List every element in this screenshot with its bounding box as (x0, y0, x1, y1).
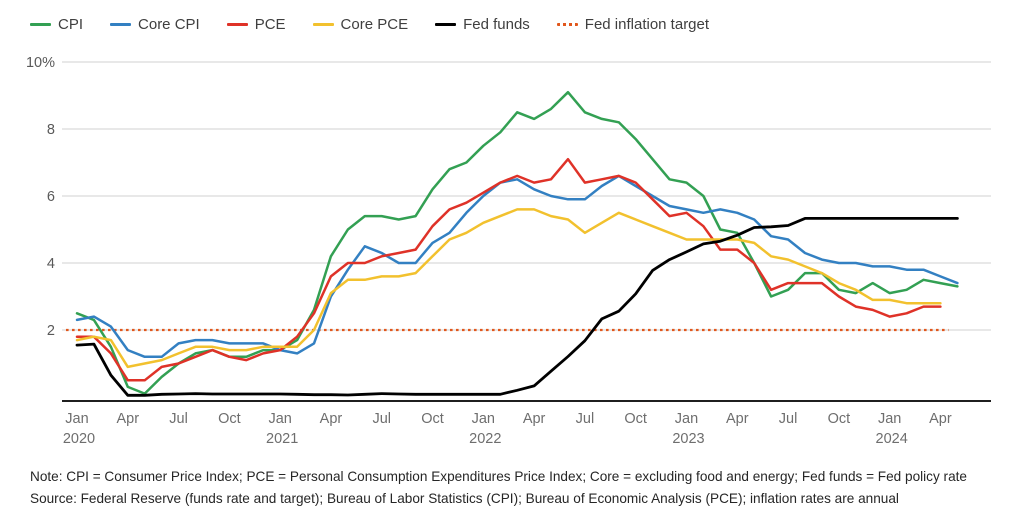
legend-label-core-pce: Core PCE (340, 16, 409, 33)
legend-item-core-cpi: Core CPI (110, 16, 200, 33)
series-line-core-pce (75, 208, 942, 369)
x-axis-tick-label: Oct (218, 411, 241, 427)
x-axis-year-label: 2022 (469, 431, 501, 447)
fed-funds-line-swatch-icon (435, 23, 457, 26)
y-axis-tick-label: 8 (47, 122, 55, 138)
plot-area: 2 4 6 8 10% Jan 2020 Apr Jul Oct Jan 2021 Apr Jul Oct J… (26, 55, 991, 447)
x-axis-tick-label: Oct (624, 411, 647, 427)
series-line-pce (75, 157, 942, 382)
legend-label-fed-funds: Fed funds (463, 16, 530, 33)
x-axis-tick-label: Apr (929, 411, 952, 427)
legend-label-cpi: CPI (58, 16, 84, 33)
x-axis-tick-label: Jul (779, 411, 798, 427)
x-axis-year-label: 2021 (266, 431, 298, 447)
x-axis-tick-label: Jul (169, 411, 188, 427)
note-line: Note: CPI = Consumer Price Index; PCE = … (30, 469, 967, 484)
series-line-fed-funds (75, 216, 959, 397)
legend-item-fed-inflation-target: Fed inflation target (556, 16, 710, 33)
chart-footnotes: Note: CPI = Consumer Price Index; PCE = … (30, 466, 967, 510)
x-axis-year-label: 2023 (672, 431, 704, 447)
x-axis-tick-label: Oct (421, 411, 444, 427)
chart-legend: CPI Core CPI PCE Core PCE Fed funds Fed … (30, 16, 709, 33)
x-axis-tick-label: Jan (268, 411, 291, 427)
series-line-cpi (75, 90, 959, 395)
cpi-line-swatch-icon (30, 23, 51, 26)
x-axis-tick-label: Jan (472, 411, 495, 427)
x-axis-tick-label: Apr (117, 411, 140, 427)
y-axis-tick-label: 4 (47, 256, 55, 272)
legend-label-pce: PCE (254, 16, 286, 33)
x-axis-tick-label: Jul (576, 411, 595, 427)
pce-line-swatch-icon (226, 23, 248, 26)
x-axis-tick-label: Jan (65, 411, 88, 427)
x-axis-tick-label: Jan (878, 411, 901, 427)
fed-inflation-target-dotted-swatch-icon (556, 23, 578, 26)
core-pce-line-swatch-icon (312, 23, 334, 26)
y-axis-tick-label: 6 (47, 189, 55, 205)
legend-item-cpi: CPI (30, 16, 83, 33)
source-line: Source: Federal Reserve (funds rate and … (30, 491, 899, 506)
x-axis-tick-label: Apr (523, 411, 546, 427)
legend-item-pce: PCE (226, 16, 286, 33)
core-cpi-line-swatch-icon (110, 23, 132, 26)
legend-label-core-cpi: Core CPI (138, 16, 200, 33)
x-axis-tick-label: Jan (675, 411, 698, 427)
x-axis-year-label: 2020 (63, 431, 95, 447)
series-line-core-cpi (75, 174, 959, 359)
legend-label-fed-inflation-target: Fed inflation target (584, 16, 710, 33)
legend-item-fed-funds: Fed funds (435, 16, 530, 33)
x-axis-tick-label: Apr (320, 411, 343, 427)
x-axis-tick-label: Jul (372, 411, 391, 427)
x-axis-year-label: 2024 (876, 431, 908, 447)
x-axis-tick-label: Apr (726, 411, 749, 427)
legend-item-core-pce: Core PCE (312, 16, 409, 33)
y-axis-tick-label: 2 (47, 323, 55, 339)
x-axis-tick-label: Oct (828, 411, 851, 427)
y-axis-tick-label: 10% (26, 55, 55, 71)
